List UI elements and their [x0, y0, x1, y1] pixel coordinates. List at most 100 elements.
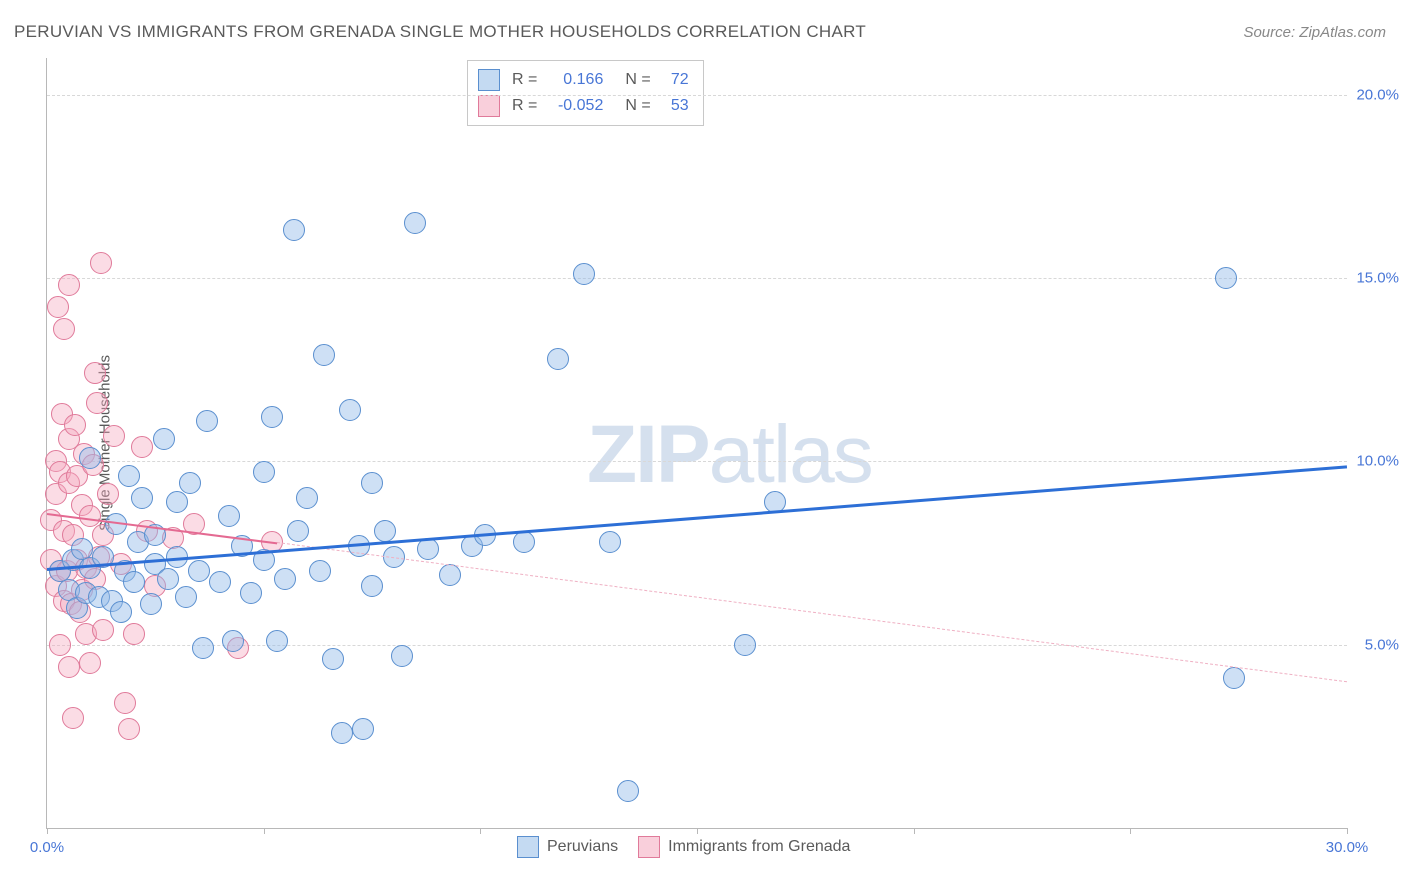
legend-item-1: Immigrants from Grenada [638, 836, 850, 858]
chart-title: PERUVIAN VS IMMIGRANTS FROM GRENADA SING… [14, 22, 866, 42]
scatter-point [97, 483, 119, 505]
scatter-point [352, 718, 374, 740]
swatch-blue-icon [517, 836, 539, 858]
r-label: R = [512, 97, 537, 115]
watermark: ZIPatlas [587, 408, 872, 502]
x-tick [47, 828, 48, 834]
r-label: R = [512, 71, 537, 89]
x-tick-label: 30.0% [1326, 839, 1369, 856]
scatter-point [361, 575, 383, 597]
gridline [47, 278, 1347, 279]
scatter-point [391, 645, 413, 667]
scatter-point [166, 491, 188, 513]
x-tick [480, 828, 481, 834]
scatter-point [266, 630, 288, 652]
bottom-legend: Peruvians Immigrants from Grenada [517, 836, 850, 858]
scatter-point [209, 571, 231, 593]
swatch-pink-icon [478, 95, 500, 117]
x-tick-label: 0.0% [30, 839, 64, 856]
y-tick-label: 20.0% [1356, 86, 1399, 103]
scatter-point [439, 564, 461, 586]
scatter-point [79, 652, 101, 674]
stats-row-1: R = -0.052 N = 53 [478, 93, 689, 119]
scatter-point [261, 406, 283, 428]
scatter-point [313, 344, 335, 366]
scatter-point [1223, 667, 1245, 689]
scatter-point [331, 722, 353, 744]
scatter-point [157, 568, 179, 590]
x-tick [1347, 828, 1348, 834]
scatter-point [222, 630, 244, 652]
scatter-point [734, 634, 756, 656]
scatter-point [404, 212, 426, 234]
scatter-point [123, 623, 145, 645]
scatter-point [573, 263, 595, 285]
r-value: -0.052 [549, 97, 603, 115]
y-tick-label: 10.0% [1356, 453, 1399, 470]
scatter-point [153, 428, 175, 450]
scatter-point [53, 318, 75, 340]
scatter-point [513, 531, 535, 553]
scatter-point [547, 348, 569, 370]
n-value: 72 [663, 71, 689, 89]
scatter-point [196, 410, 218, 432]
legend-label: Immigrants from Grenada [668, 838, 850, 856]
n-value: 53 [663, 97, 689, 115]
scatter-point [140, 593, 162, 615]
plot-area: Single Mother Households ZIPatlas R = 0.… [46, 58, 1347, 829]
scatter-point [253, 461, 275, 483]
scatter-point [188, 560, 210, 582]
scatter-point [58, 274, 80, 296]
scatter-point [47, 296, 69, 318]
scatter-point [617, 780, 639, 802]
scatter-point [599, 531, 621, 553]
scatter-point [114, 692, 136, 714]
stats-row-0: R = 0.166 N = 72 [478, 67, 689, 93]
n-label: N = [625, 71, 650, 89]
scatter-point [374, 520, 396, 542]
scatter-point [49, 634, 71, 656]
scatter-point [218, 505, 240, 527]
gridline [47, 95, 1347, 96]
x-tick [697, 828, 698, 834]
x-tick [264, 828, 265, 834]
x-tick [914, 828, 915, 834]
legend-label: Peruvians [547, 838, 618, 856]
gridline [47, 461, 1347, 462]
scatter-point [92, 619, 114, 641]
scatter-point [58, 656, 80, 678]
watermark-atlas: atlas [709, 409, 872, 500]
scatter-point [110, 601, 132, 623]
stats-box: R = 0.166 N = 72 R = -0.052 N = 53 [467, 60, 704, 126]
scatter-point [86, 392, 108, 414]
watermark-zip: ZIP [587, 409, 709, 500]
scatter-point [64, 414, 86, 436]
scatter-point [361, 472, 383, 494]
scatter-point [131, 436, 153, 458]
scatter-point [103, 425, 125, 447]
scatter-point [296, 487, 318, 509]
scatter-point [79, 447, 101, 469]
scatter-point [1215, 267, 1237, 289]
scatter-point [339, 399, 361, 421]
scatter-point [123, 571, 145, 593]
scatter-point [179, 472, 201, 494]
scatter-point [118, 718, 140, 740]
scatter-point [118, 465, 140, 487]
scatter-point [175, 586, 197, 608]
swatch-blue-icon [478, 69, 500, 91]
y-tick-label: 15.0% [1356, 270, 1399, 287]
legend-item-0: Peruvians [517, 836, 618, 858]
scatter-point [62, 707, 84, 729]
scatter-point [131, 487, 153, 509]
scatter-point [417, 538, 439, 560]
scatter-point [84, 362, 106, 384]
n-label: N = [625, 97, 650, 115]
r-value: 0.166 [549, 71, 603, 89]
trendline [277, 542, 1347, 682]
scatter-point [90, 252, 112, 274]
scatter-point [283, 219, 305, 241]
source-attribution: Source: ZipAtlas.com [1243, 24, 1386, 41]
scatter-point [322, 648, 344, 670]
scatter-point [274, 568, 296, 590]
